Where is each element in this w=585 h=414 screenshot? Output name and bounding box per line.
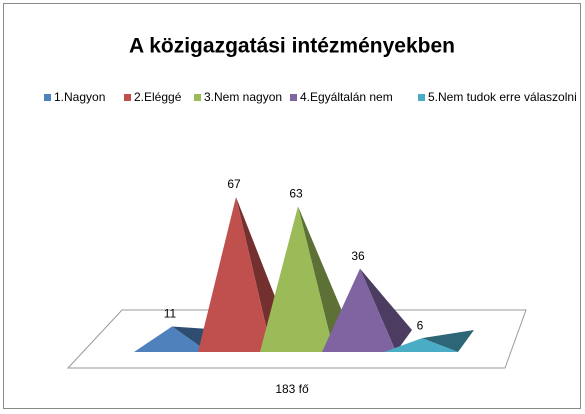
- legend-swatch: [124, 94, 131, 101]
- chart-title: A közigazgatási intézményekben: [129, 35, 455, 58]
- pyramid: [260, 206, 350, 352]
- legend-swatch: [194, 94, 201, 101]
- pyramid: [322, 268, 412, 352]
- x-axis-label: 183 fő: [275, 382, 309, 396]
- pyramid: [384, 330, 474, 352]
- pyramid-back: [360, 268, 412, 352]
- data-label: 67: [227, 177, 241, 191]
- pyramid-front: [134, 326, 208, 352]
- pyramid-back: [298, 206, 350, 352]
- pyramid-front: [384, 338, 458, 352]
- data-label: 11: [164, 307, 177, 321]
- legend-label: 3.Nem nagyon: [204, 90, 282, 104]
- legend-swatch: [290, 94, 297, 101]
- pyramid-front: [322, 268, 396, 352]
- data-label: 63: [289, 186, 303, 200]
- legend-label: 5.Nem tudok erre válaszolni: [428, 90, 577, 104]
- pyramid-back: [422, 330, 474, 352]
- legend-label: 2.Eléggé: [134, 90, 182, 104]
- legend-swatch: [44, 94, 51, 101]
- data-label: 36: [351, 249, 365, 263]
- data-label: 6: [417, 318, 424, 332]
- legend-label: 1.Nagyon: [54, 90, 105, 104]
- pyramid-front: [198, 196, 272, 352]
- legend-swatch: [418, 94, 425, 101]
- pyramid-front: [260, 206, 334, 352]
- legend-label: 4.Egyáltalán nem: [300, 90, 393, 104]
